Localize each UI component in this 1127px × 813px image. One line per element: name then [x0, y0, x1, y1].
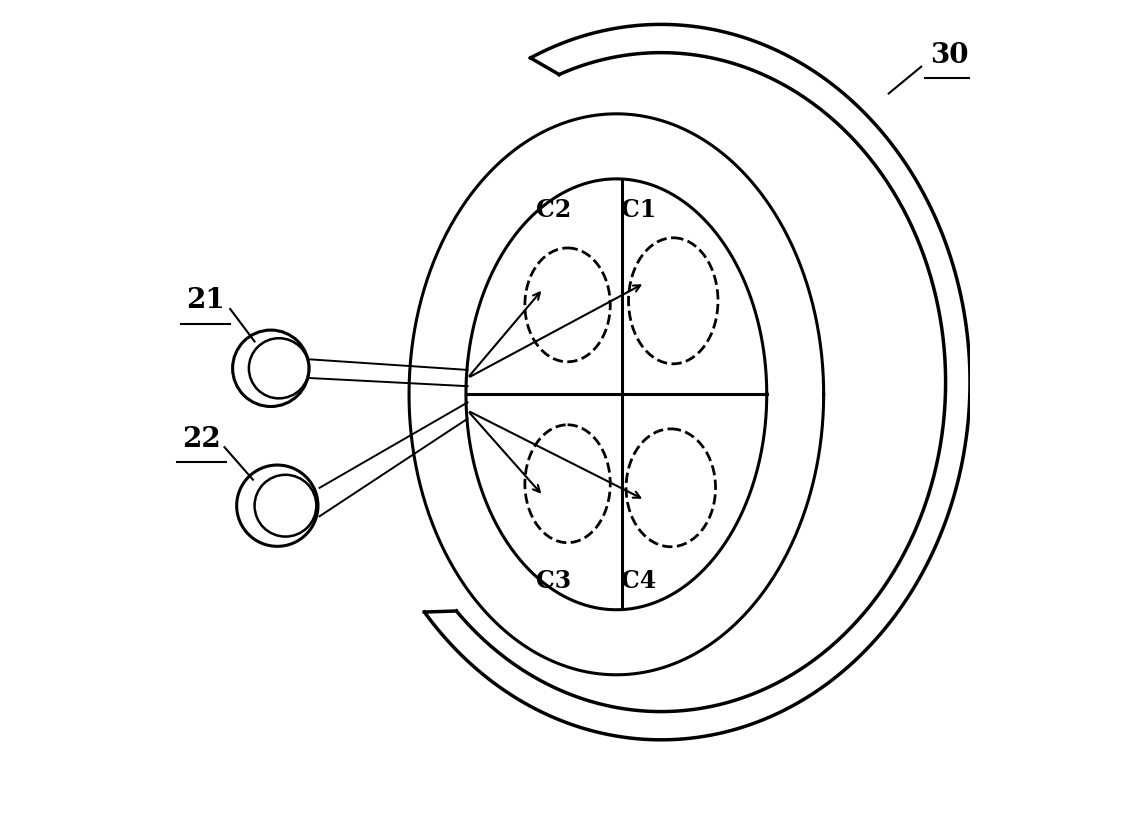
Text: 21: 21 — [186, 287, 225, 315]
Text: C4: C4 — [621, 569, 656, 593]
Text: 22: 22 — [183, 425, 221, 453]
Text: C2: C2 — [536, 198, 571, 222]
Text: 30: 30 — [931, 41, 969, 69]
Text: C1: C1 — [621, 198, 656, 222]
Text: C3: C3 — [536, 569, 571, 593]
